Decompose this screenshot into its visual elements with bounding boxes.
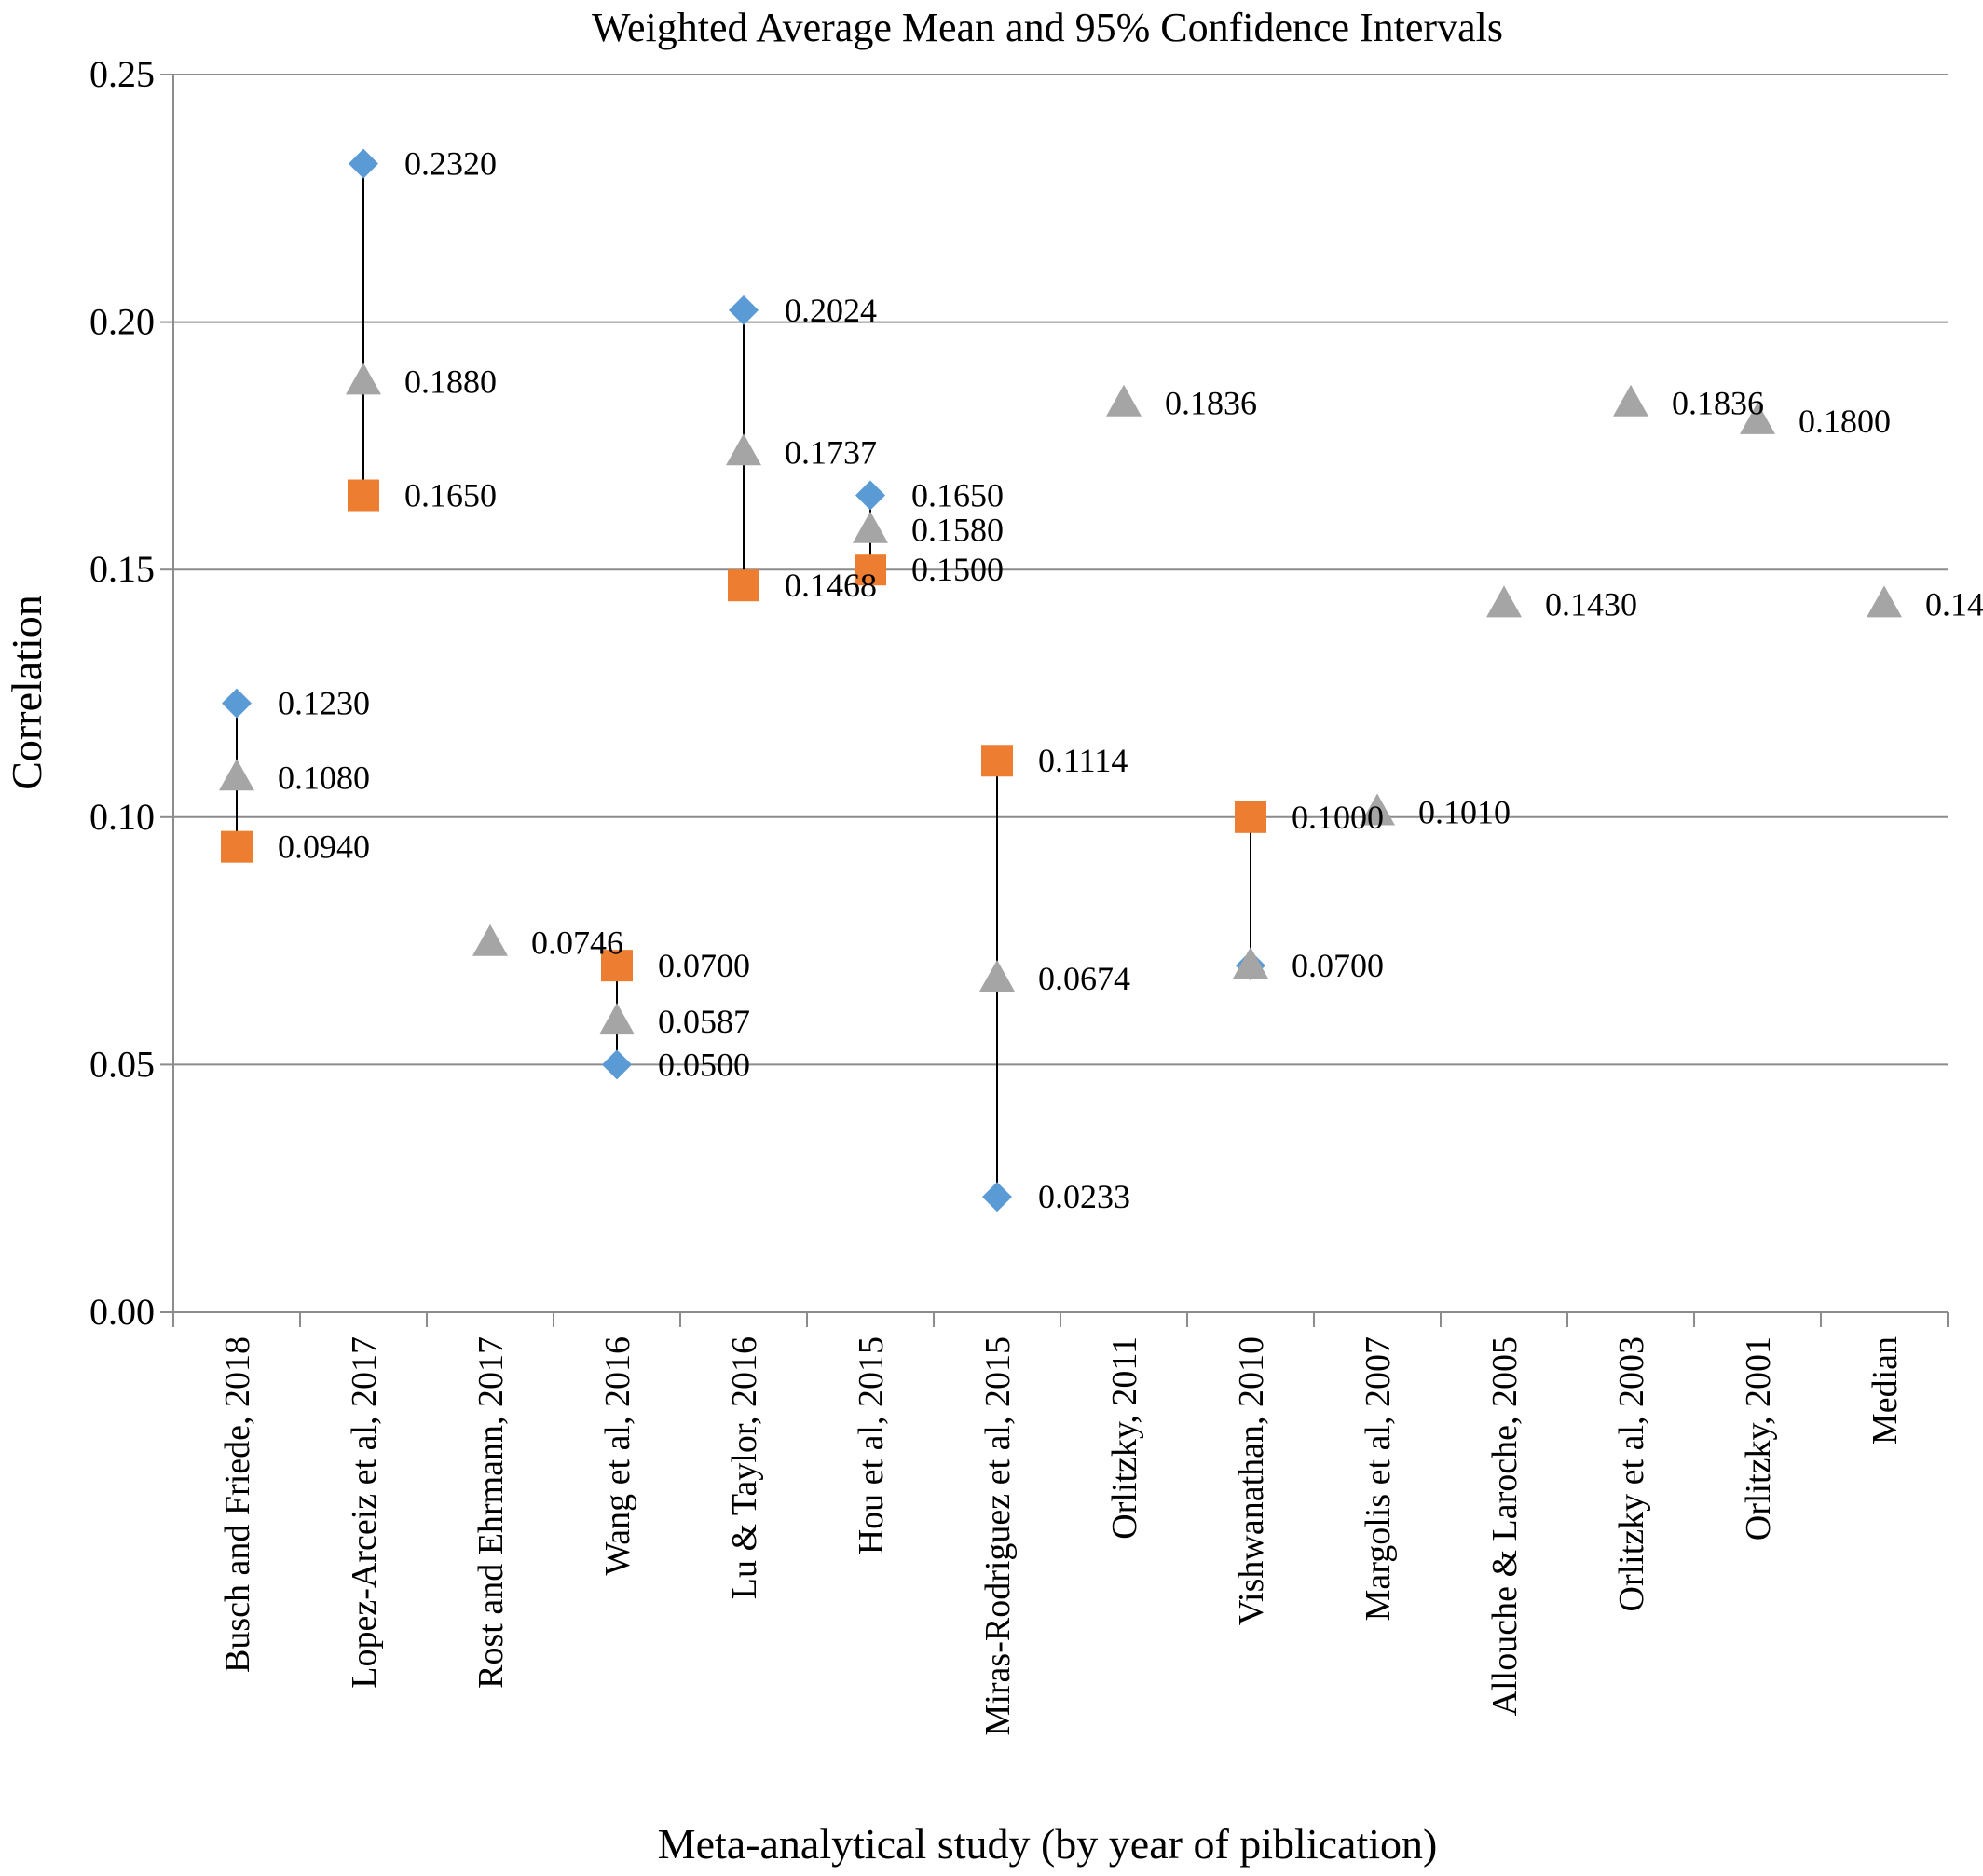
data-label: 0.1650 (404, 477, 497, 514)
chart-title: Weighted Average Mean and 95% Confidence… (592, 5, 1503, 50)
triangle-marker (472, 924, 508, 956)
triangle-marker (853, 511, 888, 543)
x-category-labels: Busch and Friede, 2018 Lopez-Arceiz et al… (218, 1336, 1905, 1735)
x-category-label: Wang et al, 2016 (598, 1336, 637, 1576)
x-category-label: Orlitzky, 2001 (1739, 1336, 1778, 1541)
diamond-marker (982, 1182, 1012, 1212)
data-label: 0.1010 (1418, 793, 1511, 830)
data-label: 0.0940 (278, 828, 370, 866)
triangle-marker (1486, 585, 1522, 618)
data-label: 0.1836 (1165, 385, 1257, 422)
triangle-marker (726, 433, 761, 466)
x-category-label: Orlitzky et al, 2003 (1612, 1336, 1651, 1611)
triangle-marker (1360, 793, 1395, 826)
triangle-marker (1233, 947, 1268, 979)
data-label: 0.1500 (911, 551, 1004, 588)
y-tick-label: 0.10 (89, 796, 155, 838)
triangle-marker (1867, 585, 1902, 618)
triangle-marker (599, 1003, 635, 1035)
data-labels: 0.1230 0.2320 0.0500 0.2024 0.1650 0.0233 0.07… (278, 145, 1983, 1216)
data-label: 0.1000 (1292, 799, 1384, 836)
data-label: 0.1800 (1798, 403, 1891, 440)
data-label: 0.1580 (911, 512, 1004, 549)
triangle-marker (1613, 384, 1648, 417)
x-category-label: Median (1866, 1336, 1905, 1445)
data-label: 0.0700 (658, 947, 750, 984)
diamond-marker (602, 1049, 632, 1080)
data-label: 0.0500 (658, 1046, 750, 1083)
diamond-marker (349, 148, 378, 179)
triangle-marker (1740, 402, 1775, 434)
x-category-label: Miras-Rodriguez et al, 2015 (978, 1336, 1018, 1735)
triangle-marker (1106, 384, 1142, 417)
y-tick-label: 0.25 (89, 53, 155, 95)
data-label: 0.0674 (1038, 960, 1130, 997)
data-label: 0.2024 (785, 292, 877, 329)
x-category-label: Lopez-Arceiz et al, 2017 (345, 1336, 384, 1689)
y-tick-label: 0.20 (89, 301, 155, 343)
y-tick-label: 0.05 (89, 1043, 155, 1085)
data-label: 0.0233 (1038, 1178, 1130, 1215)
triangle-marker (979, 959, 1015, 992)
x-category-label: Allouche & Laroche, 2005 (1485, 1336, 1525, 1716)
diamond-marker (222, 688, 252, 719)
triangle-marker (219, 759, 254, 791)
data-label: 0.2320 (404, 145, 497, 183)
square-marker (728, 569, 759, 602)
data-label: 0.1468 (785, 567, 877, 604)
data-label: 0.0700 (1292, 947, 1384, 984)
data-label: 0.1430 (1925, 585, 1983, 623)
data-markers (219, 148, 1902, 1212)
data-label: 0.1430 (1545, 585, 1637, 623)
square-marker (221, 830, 253, 863)
square-marker (1235, 801, 1266, 833)
axes (160, 74, 1949, 1327)
gridlines (173, 74, 1948, 1066)
data-label: 0.0746 (531, 924, 623, 962)
x-category-label: Lu & Taylor, 2016 (725, 1336, 764, 1599)
y-tick-label: 0.15 (89, 548, 155, 590)
x-category-label: Hou et al, 2015 (852, 1336, 891, 1554)
x-axis-title: Meta-analytical study (by year of piblic… (658, 1820, 1438, 1868)
diamond-marker (729, 294, 759, 325)
square-marker (601, 950, 633, 982)
y-tick-labels: 0.00 0.05 0.10 0.15 0.20 0.25 (89, 53, 155, 1333)
square-marker (348, 479, 379, 512)
square-marker (855, 554, 886, 586)
data-label: 0.1230 (278, 685, 370, 722)
y-axis-title: Correlation (3, 595, 50, 790)
data-label: 0.1080 (278, 759, 370, 796)
triangle-marker (346, 363, 381, 395)
data-label: 0.1836 (1672, 385, 1764, 422)
data-label: 0.1880 (404, 363, 497, 400)
square-marker (981, 745, 1013, 777)
x-category-label: Margolis et al, 2007 (1359, 1336, 1398, 1621)
x-category-label: Orlitzky, 2011 (1105, 1336, 1144, 1540)
x-category-label: Busch and Friede, 2018 (218, 1336, 257, 1673)
x-category-label: Rost and Ehrmann, 2017 (472, 1336, 511, 1689)
data-label: 0.1650 (911, 477, 1004, 514)
y-tick-label: 0.00 (89, 1291, 155, 1333)
data-label: 0.1737 (785, 433, 877, 471)
data-label: 0.0587 (658, 1003, 750, 1040)
data-label: 0.1114 (1038, 742, 1128, 779)
diamond-marker (855, 480, 885, 511)
x-category-label: Vishwanathan, 2010 (1232, 1336, 1271, 1625)
